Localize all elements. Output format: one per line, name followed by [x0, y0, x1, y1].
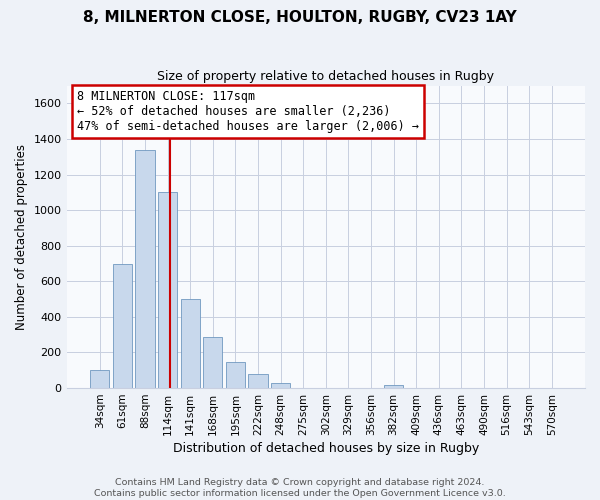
Text: 8 MILNERTON CLOSE: 117sqm
← 52% of detached houses are smaller (2,236)
47% of se: 8 MILNERTON CLOSE: 117sqm ← 52% of detac…: [77, 90, 419, 133]
Bar: [158, 192, 177, 388]
Bar: [248, 374, 268, 388]
Text: 8, MILNERTON CLOSE, HOULTON, RUGBY, CV23 1AY: 8, MILNERTON CLOSE, HOULTON, RUGBY, CV23…: [83, 10, 517, 25]
Text: Contains HM Land Registry data © Crown copyright and database right 2024.
Contai: Contains HM Land Registry data © Crown c…: [94, 478, 506, 498]
Bar: [203, 338, 223, 388]
Bar: [90, 370, 109, 388]
Title: Size of property relative to detached houses in Rugby: Size of property relative to detached ho…: [157, 70, 494, 83]
Bar: [181, 299, 200, 388]
X-axis label: Distribution of detached houses by size in Rugby: Distribution of detached houses by size …: [173, 442, 479, 455]
Y-axis label: Number of detached properties: Number of detached properties: [15, 144, 28, 330]
Bar: [226, 362, 245, 388]
Bar: [271, 382, 290, 388]
Bar: [113, 264, 132, 388]
Bar: [384, 386, 403, 388]
Bar: [136, 150, 155, 388]
